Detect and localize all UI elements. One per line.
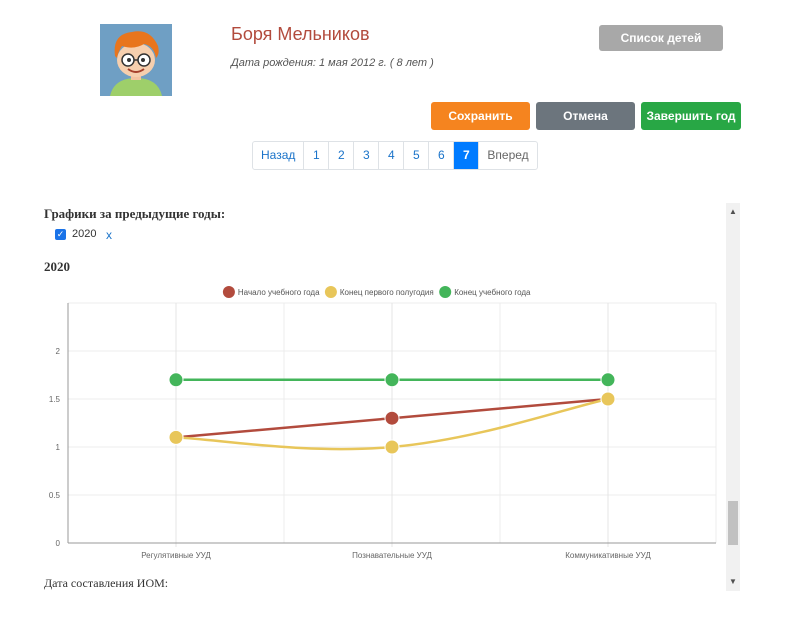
legend-marker [439,286,452,298]
cancel-button[interactable]: Отмена [536,102,635,130]
x-axis: Регулятивные УУД Познавательные УУД Коммун… [68,542,716,560]
legend-marker [324,286,337,298]
y-axis: 0 0.5 1 1.5 2 [49,303,69,548]
x-tick-label: Познавательные УУД [352,551,432,560]
page-7[interactable]: 7 [454,142,480,169]
page-2[interactable]: 2 [329,142,355,169]
page-1[interactable]: 1 [304,142,330,169]
page-6[interactable]: 6 [429,142,455,169]
pagination-next[interactable]: Вперед [487,148,529,162]
x-tick-label: Коммуникативные УУД [565,551,651,560]
year-checkbox-label: 2020 [72,228,97,240]
chart-year-title: 2020 [44,259,70,274]
scroll-thumb[interactable] [728,501,738,545]
data-point [384,439,400,455]
data-point [384,410,400,426]
y-tick-label: 1.5 [49,395,61,404]
page-4[interactable]: 4 [379,142,405,169]
y-tick-label: 1 [56,443,61,452]
pagination: Назад 1 2 3 4 5 6 7 Вперед [252,141,538,170]
scroll-down-arrow-icon[interactable]: ▼ [729,577,737,586]
child-avatar [100,24,172,96]
pagination-prev[interactable]: Назад [253,142,305,169]
legend-label: Конец первого полугодия [340,288,434,297]
children-list-button[interactable]: Список детей [599,25,723,51]
child-name: Боря Мельников [231,24,370,44]
scroll-up-arrow-icon[interactable]: ▲ [729,207,737,216]
panel-scrollbar[interactable]: ▲ ▼ [726,203,740,591]
birth-date: Дата рождения: 1 мая 2012 г. ( 8 лет ) [231,57,434,69]
x-tick-label: Регулятивные УУД [141,551,211,560]
line-chart: Начало учебного года Конец первого полуго… [49,286,717,560]
legend-label: Начало учебного года [238,288,320,297]
data-point [168,372,184,388]
data-point [600,372,616,388]
finish-year-button[interactable]: Завершить год [641,102,741,130]
data-point [384,372,400,388]
remove-year-link[interactable]: x [106,228,112,242]
data-point [600,391,616,407]
chart-series [168,372,616,455]
data-point [168,429,184,445]
charts-panel [40,200,740,592]
previous-years-title: Графики за предыдущие годы: [44,206,226,221]
page-3[interactable]: 3 [354,142,380,169]
year-checkbox[interactable]: ✓ [55,229,66,240]
save-button[interactable]: Сохранить [431,102,530,130]
y-tick-label: 0 [56,539,61,548]
y-tick-label: 0.5 [49,491,61,500]
iom-date-label: Дата составления ИОМ: [44,576,169,590]
legend-marker [222,286,235,298]
page-5[interactable]: 5 [404,142,430,169]
chart-legend: Начало учебного года Конец первого полуго… [222,286,531,298]
y-tick-label: 2 [56,347,61,356]
boy-avatar-icon [100,24,172,96]
legend-label: Конец учебного года [454,288,531,297]
